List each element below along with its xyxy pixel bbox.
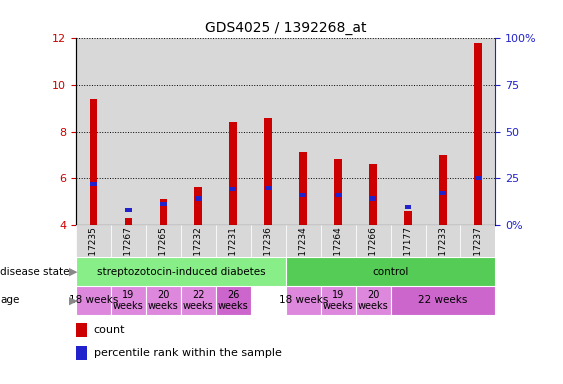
Bar (461, 225, 495, 257)
Text: 18 weeks: 18 weeks (279, 295, 328, 306)
Bar (356, 286, 391, 315)
Text: GSM317177: GSM317177 (404, 226, 413, 281)
Bar (426, 38, 461, 225)
Bar (195, 197, 202, 201)
Bar (160, 202, 167, 206)
Bar (76, 38, 111, 225)
Bar (76, 323, 87, 337)
Bar (251, 225, 286, 257)
Bar (146, 38, 181, 225)
Bar (230, 122, 237, 225)
Text: 18 weeks: 18 weeks (69, 295, 118, 306)
Text: streptozotocin-induced diabetes: streptozotocin-induced diabetes (96, 266, 265, 277)
Bar (76, 257, 285, 286)
Bar (391, 286, 495, 315)
Bar (285, 257, 495, 286)
Bar (146, 286, 181, 315)
Text: GSM317237: GSM317237 (473, 226, 482, 281)
Bar (356, 38, 391, 225)
Bar (265, 118, 272, 225)
Bar (90, 182, 97, 186)
Text: percentile rank within the sample: percentile rank within the sample (93, 348, 282, 358)
Bar (159, 199, 167, 225)
Bar (391, 38, 426, 225)
Bar (461, 38, 495, 225)
Bar (146, 225, 181, 257)
Text: GSM317231: GSM317231 (229, 226, 238, 281)
Text: count: count (93, 325, 125, 335)
Bar (181, 38, 216, 225)
Text: age: age (0, 295, 19, 306)
Text: ▶: ▶ (69, 295, 77, 306)
Bar (90, 99, 97, 225)
Bar (369, 164, 377, 225)
Bar (335, 193, 341, 197)
Bar (474, 43, 482, 225)
Bar (111, 286, 146, 315)
Bar (76, 346, 87, 360)
Bar (111, 225, 146, 257)
Text: 22 weeks: 22 weeks (418, 295, 468, 306)
Bar (370, 197, 376, 201)
Bar (76, 225, 111, 257)
Bar (404, 211, 412, 225)
Text: 19
weeks: 19 weeks (323, 290, 354, 311)
Bar (126, 208, 132, 212)
Bar (285, 225, 321, 257)
Bar (300, 152, 307, 225)
Bar (440, 191, 446, 195)
Text: 22
weeks: 22 weeks (183, 290, 214, 311)
Bar (111, 38, 146, 225)
Bar (356, 225, 391, 257)
Bar (285, 286, 321, 315)
Bar (216, 38, 251, 225)
Text: GSM317265: GSM317265 (159, 226, 168, 281)
Text: ▶: ▶ (69, 266, 77, 277)
Text: GSM317234: GSM317234 (299, 226, 308, 281)
Text: 19
weeks: 19 weeks (113, 290, 144, 311)
Text: GSM317233: GSM317233 (439, 226, 448, 281)
Bar (194, 187, 202, 225)
Bar (321, 38, 356, 225)
Text: 20
weeks: 20 weeks (358, 290, 388, 311)
Text: GSM317267: GSM317267 (124, 226, 133, 281)
Bar (181, 286, 216, 315)
Bar (334, 159, 342, 225)
Bar (251, 38, 286, 225)
Text: disease state: disease state (0, 266, 69, 277)
Bar (321, 225, 356, 257)
Text: 20
weeks: 20 weeks (148, 290, 179, 311)
Text: GSM317232: GSM317232 (194, 226, 203, 281)
Bar (321, 286, 356, 315)
Text: GSM317235: GSM317235 (89, 226, 98, 281)
Bar (426, 225, 461, 257)
Bar (391, 225, 426, 257)
Bar (124, 218, 132, 225)
Bar (216, 286, 251, 315)
Bar (285, 38, 321, 225)
Title: GDS4025 / 1392268_at: GDS4025 / 1392268_at (205, 21, 367, 35)
Bar (300, 193, 306, 197)
Bar (230, 187, 236, 191)
Text: GSM317266: GSM317266 (369, 226, 378, 281)
Bar (216, 225, 251, 257)
Text: GSM317236: GSM317236 (263, 226, 272, 281)
Bar (181, 225, 216, 257)
Text: 26
weeks: 26 weeks (218, 290, 249, 311)
Text: control: control (372, 266, 409, 277)
Text: GSM317264: GSM317264 (334, 226, 343, 281)
Bar (405, 205, 411, 209)
Bar (76, 286, 111, 315)
Bar (265, 186, 271, 190)
Bar (475, 176, 481, 180)
Bar (439, 155, 447, 225)
